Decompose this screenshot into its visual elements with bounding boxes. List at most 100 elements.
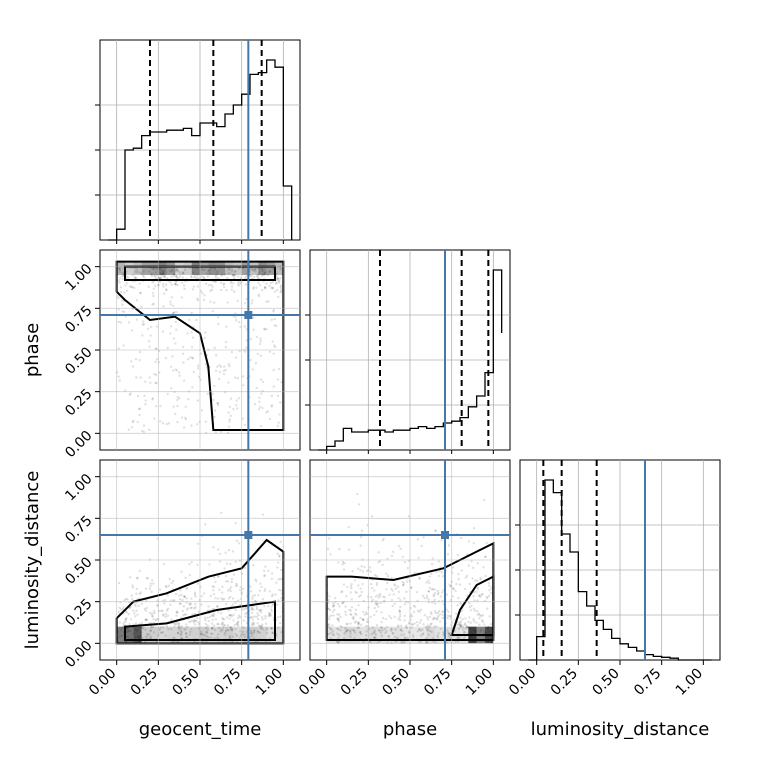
- scatter-point: [202, 276, 205, 279]
- scatter-point: [438, 569, 441, 573]
- scatter-point: [127, 428, 130, 431]
- scatter-point: [118, 277, 122, 280]
- scatter-point: [337, 627, 340, 631]
- scatter-point: [261, 406, 264, 410]
- scatter-point: [151, 397, 154, 400]
- scatter-point: [244, 612, 247, 615]
- scatter-point: [131, 285, 134, 289]
- scatter-point: [439, 613, 442, 616]
- scatter-point: [418, 610, 421, 613]
- scatter-point: [196, 582, 200, 585]
- scatter-point: [131, 597, 134, 601]
- scatter-point: [229, 595, 232, 599]
- scatter-point: [398, 610, 401, 613]
- scatter-point: [229, 397, 233, 400]
- scatter-point: [359, 535, 363, 539]
- scatter-point: [251, 268, 255, 272]
- scatter-point: [280, 288, 283, 291]
- scatter-point: [253, 267, 257, 271]
- scatter-point: [213, 267, 216, 270]
- scatter-point: [265, 628, 268, 632]
- scatter-point: [132, 609, 135, 612]
- scatter-point: [437, 591, 440, 595]
- scatter-point: [425, 594, 429, 598]
- scatter-point: [413, 605, 417, 608]
- scatter-point: [234, 628, 237, 631]
- scatter-point: [181, 345, 185, 349]
- scatter-point: [447, 614, 450, 618]
- scatter-point: [330, 614, 333, 617]
- scatter-point: [260, 624, 263, 628]
- scatter-point: [177, 622, 180, 625]
- scatter-point: [210, 288, 214, 291]
- scatter-point: [233, 274, 237, 277]
- scatter-point: [276, 552, 279, 555]
- scatter-point: [421, 628, 424, 631]
- scatter-point: [270, 608, 273, 611]
- scatter-point: [251, 595, 255, 598]
- scatter-point: [271, 287, 274, 290]
- density-cell: [191, 626, 200, 644]
- scatter-point: [180, 632, 183, 636]
- scatter-point: [220, 597, 223, 600]
- scatter-point: [223, 282, 226, 285]
- scatter-point: [127, 276, 130, 279]
- scatter-point: [216, 402, 219, 405]
- scatter-point: [250, 634, 254, 638]
- scatter-point: [169, 325, 173, 328]
- scatter-point: [271, 593, 274, 596]
- scatter-point: [270, 577, 274, 581]
- scatter-point: [228, 614, 232, 617]
- scatter-point: [145, 618, 148, 622]
- scatter-point: [174, 283, 177, 286]
- scatter-point: [336, 613, 339, 616]
- scatter-point: [234, 319, 238, 322]
- scatter-point: [209, 632, 213, 636]
- density-cell: [258, 261, 267, 275]
- scatter-point: [211, 309, 214, 313]
- scatter-point: [475, 621, 478, 624]
- scatter-point: [144, 399, 147, 402]
- scatter-point: [343, 632, 346, 635]
- scatter-point: [236, 622, 239, 626]
- scatter-point: [148, 611, 152, 615]
- scatter-point: [347, 525, 350, 529]
- scatter-point: [459, 625, 462, 628]
- y-tick-label: 0.00: [62, 638, 95, 671]
- scatter-point: [476, 587, 480, 591]
- scatter-point: [218, 560, 222, 563]
- scatter-point: [172, 274, 176, 277]
- scatter-point: [206, 631, 209, 634]
- scatter-point: [206, 609, 209, 612]
- density-cell: [275, 261, 284, 275]
- scatter-point: [397, 624, 400, 627]
- scatter-point: [233, 270, 237, 274]
- scatter-point: [259, 340, 263, 343]
- scatter-point: [185, 587, 188, 590]
- scatter-point: [464, 587, 467, 591]
- scatter-point: [245, 274, 248, 278]
- density-cell: [326, 626, 335, 644]
- scatter-point: [429, 622, 432, 626]
- scatter-point: [388, 614, 391, 618]
- scatter-point: [155, 274, 159, 277]
- scatter-point: [399, 598, 402, 602]
- scatter-point: [174, 269, 178, 272]
- scatter-point: [264, 617, 267, 620]
- scatter-point: [386, 574, 390, 578]
- density-cell: [225, 626, 234, 644]
- density-cell: [200, 261, 209, 275]
- scatter-point: [166, 607, 170, 611]
- scatter-point: [178, 594, 181, 597]
- scatter-point: [266, 274, 270, 277]
- scatter-point: [257, 276, 260, 279]
- scatter-point: [391, 550, 395, 554]
- scatter-point: [236, 282, 240, 286]
- scatter-point: [461, 618, 464, 621]
- scatter-point: [265, 328, 268, 331]
- scatter-point: [439, 627, 443, 631]
- scatter-point: [170, 627, 173, 631]
- scatter-point: [250, 302, 253, 305]
- scatter-point: [159, 271, 162, 275]
- y-tick-label: 1.00: [62, 471, 95, 504]
